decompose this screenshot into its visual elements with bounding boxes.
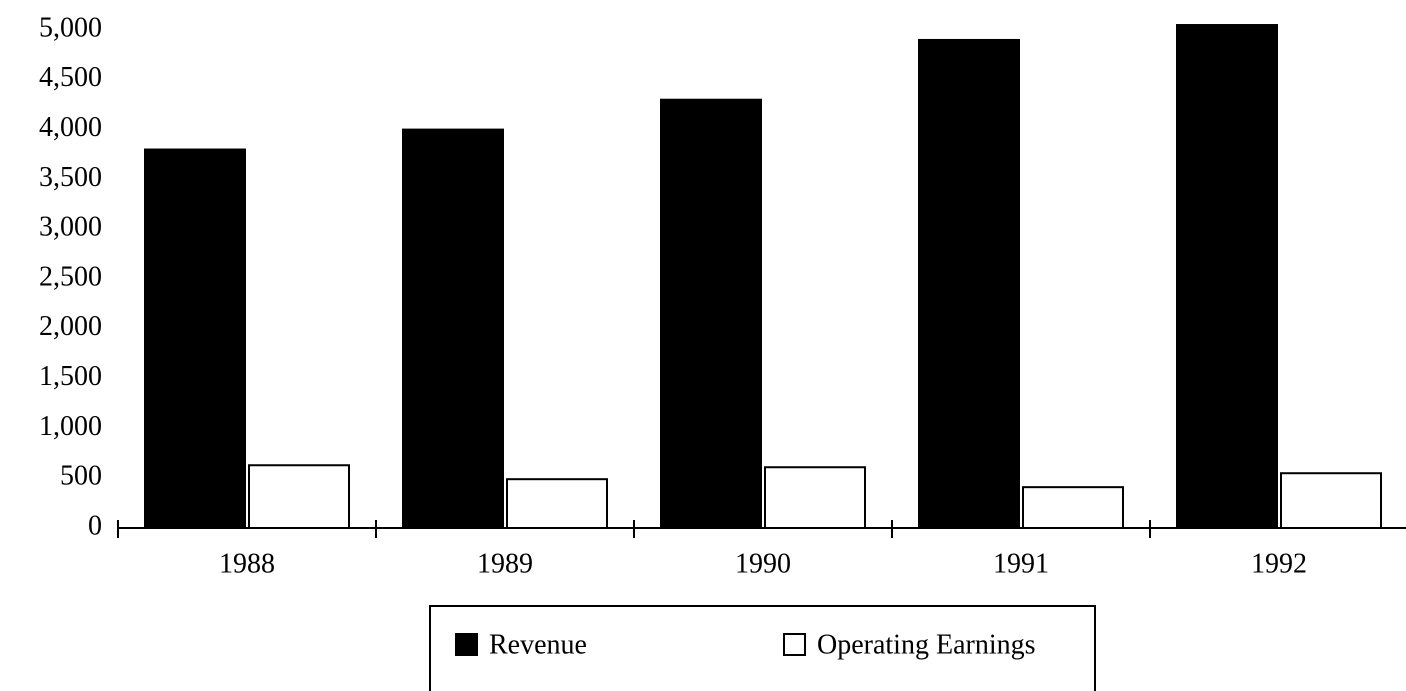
y-tick-label: 4,500: [39, 62, 102, 93]
legend-swatch: [783, 633, 806, 656]
bar: [1176, 24, 1278, 530]
x-tick-label: 1992: [1251, 548, 1307, 579]
bar: [660, 98, 762, 529]
y-tick-label: 0: [88, 510, 102, 541]
x-tick-label: 1988: [219, 548, 275, 579]
legend-label: Revenue: [489, 629, 587, 660]
y-tick-label: 500: [60, 461, 102, 492]
bar: [248, 464, 350, 530]
bar: [144, 148, 246, 530]
bar: [918, 38, 1020, 530]
y-tick-label: 4,000: [39, 112, 102, 143]
bar: [1022, 486, 1124, 529]
legend-label: Operating Earnings: [817, 629, 1036, 660]
y-tick-label: 1,500: [39, 361, 102, 392]
y-tick-label: 2,500: [39, 261, 102, 292]
bar: [764, 466, 866, 529]
x-tick-label: 1990: [735, 548, 791, 579]
bar: [1280, 472, 1382, 529]
y-tick-label: 3,000: [39, 212, 102, 243]
y-tick-label: 5,000: [39, 12, 102, 43]
y-tick-label: 2,000: [39, 311, 102, 342]
bar: [506, 478, 608, 530]
legend-swatch: [455, 633, 478, 656]
x-tick-label: 1989: [477, 548, 533, 579]
bar: [402, 128, 504, 529]
legend-box: [429, 605, 1096, 691]
y-tick-label: 3,500: [39, 162, 102, 193]
y-tick-label: 1,000: [39, 411, 102, 442]
x-tick-label: 1991: [993, 548, 1049, 579]
